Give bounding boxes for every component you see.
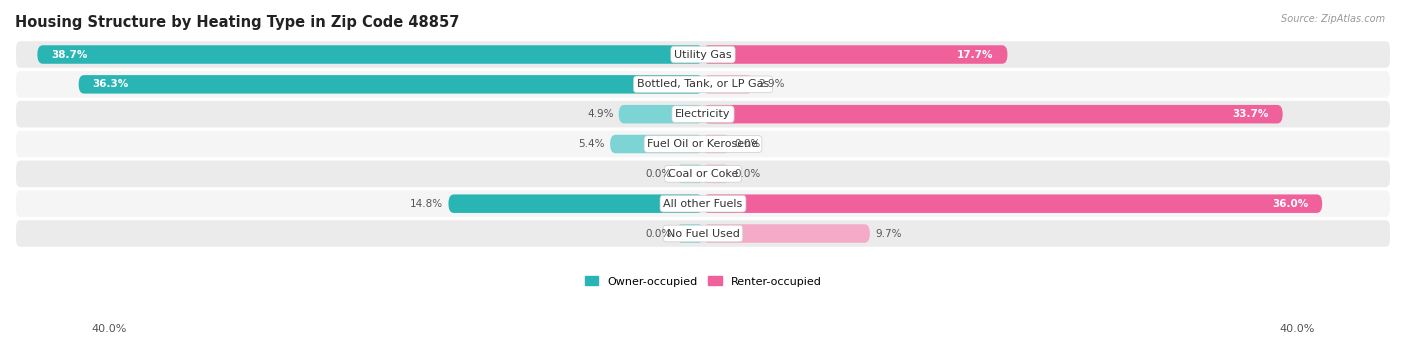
Text: 38.7%: 38.7%	[51, 49, 87, 60]
Text: 0.0%: 0.0%	[734, 139, 761, 149]
FancyBboxPatch shape	[15, 189, 1391, 218]
Text: 5.4%: 5.4%	[578, 139, 605, 149]
Text: Housing Structure by Heating Type in Zip Code 48857: Housing Structure by Heating Type in Zip…	[15, 15, 460, 30]
Text: Coal or Coke: Coal or Coke	[668, 169, 738, 179]
Text: No Fuel Used: No Fuel Used	[666, 228, 740, 238]
Text: Bottled, Tank, or LP Gas: Bottled, Tank, or LP Gas	[637, 79, 769, 89]
FancyBboxPatch shape	[15, 100, 1391, 129]
Text: 0.0%: 0.0%	[734, 169, 761, 179]
FancyBboxPatch shape	[703, 165, 728, 183]
FancyBboxPatch shape	[15, 70, 1391, 99]
FancyBboxPatch shape	[703, 224, 870, 243]
Text: Source: ZipAtlas.com: Source: ZipAtlas.com	[1281, 14, 1385, 24]
FancyBboxPatch shape	[678, 165, 703, 183]
Text: 0.0%: 0.0%	[645, 169, 672, 179]
Text: 36.0%: 36.0%	[1272, 199, 1309, 209]
FancyBboxPatch shape	[15, 160, 1391, 188]
FancyBboxPatch shape	[610, 135, 703, 153]
Text: 0.0%: 0.0%	[645, 228, 672, 238]
FancyBboxPatch shape	[678, 224, 703, 243]
FancyBboxPatch shape	[38, 45, 703, 64]
Text: 40.0%: 40.0%	[91, 324, 127, 334]
FancyBboxPatch shape	[15, 219, 1391, 248]
FancyBboxPatch shape	[703, 105, 1282, 123]
Legend: Owner-occupied, Renter-occupied: Owner-occupied, Renter-occupied	[581, 272, 825, 291]
Text: 14.8%: 14.8%	[411, 199, 443, 209]
Text: All other Fuels: All other Fuels	[664, 199, 742, 209]
FancyBboxPatch shape	[79, 75, 703, 93]
Text: 4.9%: 4.9%	[588, 109, 613, 119]
Text: 40.0%: 40.0%	[1279, 324, 1315, 334]
Text: 17.7%: 17.7%	[957, 49, 994, 60]
FancyBboxPatch shape	[449, 194, 703, 213]
FancyBboxPatch shape	[619, 105, 703, 123]
Text: Utility Gas: Utility Gas	[675, 49, 731, 60]
FancyBboxPatch shape	[15, 130, 1391, 158]
Text: 33.7%: 33.7%	[1233, 109, 1268, 119]
FancyBboxPatch shape	[703, 194, 1322, 213]
FancyBboxPatch shape	[703, 45, 1008, 64]
Text: 9.7%: 9.7%	[875, 228, 901, 238]
Text: 36.3%: 36.3%	[93, 79, 129, 89]
Text: Electricity: Electricity	[675, 109, 731, 119]
FancyBboxPatch shape	[703, 135, 728, 153]
Text: Fuel Oil or Kerosene: Fuel Oil or Kerosene	[647, 139, 759, 149]
FancyBboxPatch shape	[703, 75, 752, 93]
FancyBboxPatch shape	[15, 40, 1391, 69]
Text: 2.9%: 2.9%	[758, 79, 785, 89]
